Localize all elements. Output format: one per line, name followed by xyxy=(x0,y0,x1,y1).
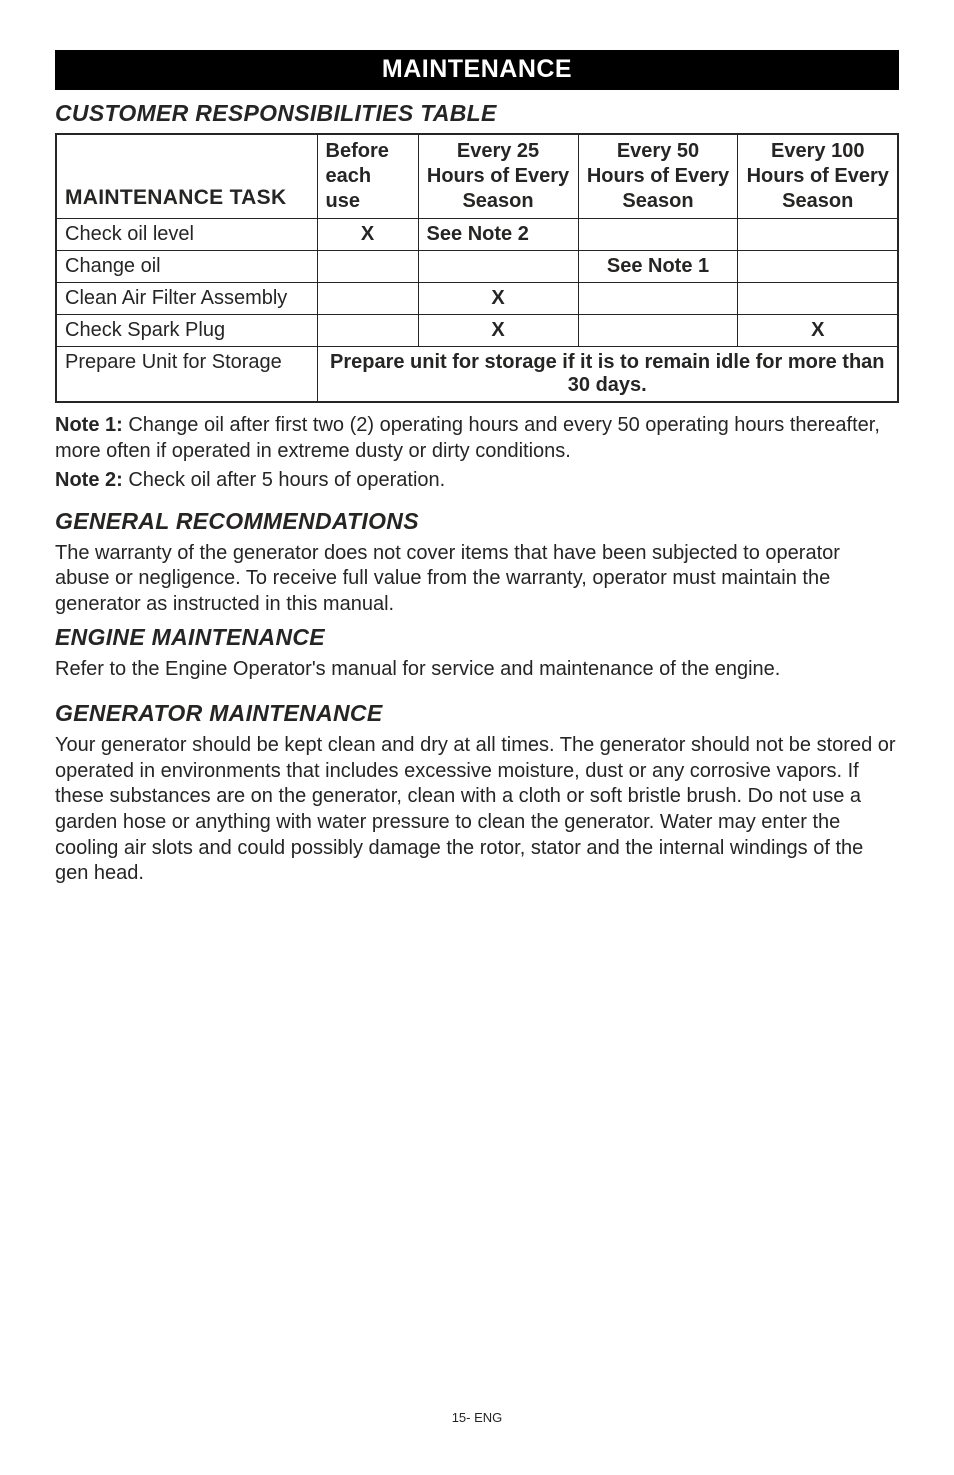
h50-cell xyxy=(578,219,738,251)
note-1-text: Change oil after first two (2) operating… xyxy=(55,414,880,462)
generator-heading: GENERATOR MAINTENANCE xyxy=(55,700,899,727)
before-cell xyxy=(317,283,418,315)
note-2-label: Note 2: xyxy=(55,469,123,491)
task-cell: Check Spark Plug xyxy=(56,315,317,347)
h25-cell: See Note 2 xyxy=(418,219,578,251)
col-before: Before each use xyxy=(317,134,418,219)
before-cell: X xyxy=(317,219,418,251)
task-cell: Clean Air Filter Assembly xyxy=(56,283,317,315)
col-25h: Every 25 Hours of Every Season xyxy=(418,134,578,219)
maintenance-table: MAINTENANCE TASK Before each use Every 2… xyxy=(55,133,899,403)
col-50h: Every 50 Hours of Every Season xyxy=(578,134,738,219)
page-footer: 15- ENG xyxy=(0,1410,954,1425)
h50-cell xyxy=(578,315,738,347)
engine-heading: ENGINE MAINTENANCE xyxy=(55,624,899,651)
storage-note-cell: Prepare unit for storage if it is to rem… xyxy=(317,347,898,403)
table-header-row: MAINTENANCE TASK Before each use Every 2… xyxy=(56,134,898,219)
table-row-storage: Prepare Unit for Storage Prepare unit fo… xyxy=(56,347,898,403)
responsibilities-heading: CUSTOMER RESPONSIBILITIES TABLE xyxy=(55,100,899,127)
maintenance-banner: MAINTENANCE xyxy=(55,50,899,90)
h50-cell: See Note 1 xyxy=(578,251,738,283)
h50-cell xyxy=(578,283,738,315)
before-cell xyxy=(317,251,418,283)
h100-cell xyxy=(738,219,898,251)
note-2-text: Check oil after 5 hours of operation. xyxy=(123,469,445,491)
task-cell: Prepare Unit for Storage xyxy=(56,347,317,403)
note-1-label: Note 1: xyxy=(55,414,123,436)
h25-cell: X xyxy=(418,315,578,347)
col-task: MAINTENANCE TASK xyxy=(56,134,317,219)
h25-cell xyxy=(418,251,578,283)
col-100h: Every 100 Hours of Every Season xyxy=(738,134,898,219)
note-2: Note 2: Check oil after 5 hours of opera… xyxy=(55,468,899,494)
task-cell: Check oil level xyxy=(56,219,317,251)
task-cell: Change oil xyxy=(56,251,317,283)
h100-cell: X xyxy=(738,315,898,347)
table-row: Check Spark Plug X X xyxy=(56,315,898,347)
general-paragraph: The warranty of the generator does not c… xyxy=(55,541,899,618)
general-heading: GENERAL RECOMMENDATIONS xyxy=(55,508,899,535)
h100-cell xyxy=(738,251,898,283)
generator-paragraph: Your generator should be kept clean and … xyxy=(55,733,899,887)
before-cell xyxy=(317,315,418,347)
table-row: Change oil See Note 1 xyxy=(56,251,898,283)
h100-cell xyxy=(738,283,898,315)
table-row: Clean Air Filter Assembly X xyxy=(56,283,898,315)
table-row: Check oil level X See Note 2 xyxy=(56,219,898,251)
engine-paragraph: Refer to the Engine Operator's manual fo… xyxy=(55,657,899,683)
h25-cell: X xyxy=(418,283,578,315)
note-1: Note 1: Change oil after first two (2) o… xyxy=(55,413,899,464)
